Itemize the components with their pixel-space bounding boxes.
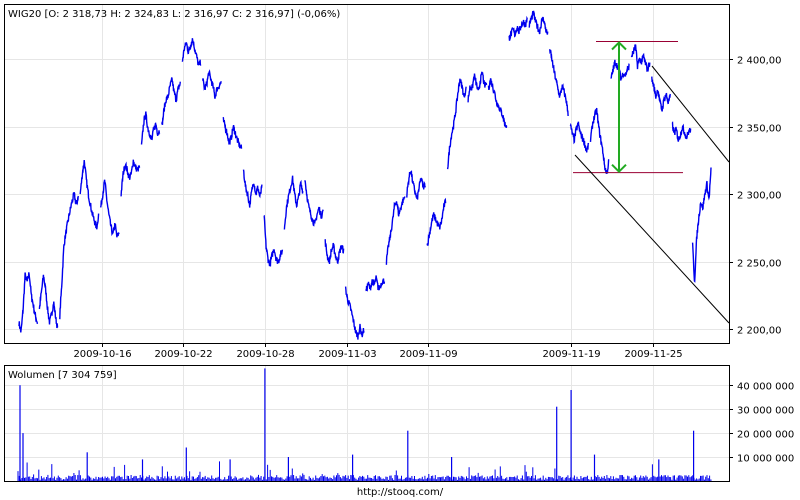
- price-session-line: [528, 10, 549, 35]
- price-session-line: [406, 170, 426, 200]
- price-session-line: [651, 76, 671, 112]
- price-series: [18, 10, 712, 340]
- volume-axis: 10 000 000 20 000 000 30 000 000 40 000 000: [729, 382, 794, 465]
- price-session-line: [671, 121, 692, 142]
- price-session-line: [18, 272, 39, 333]
- price-annotations: [573, 41, 730, 324]
- price-session-line: [324, 239, 345, 265]
- price-session-line: [508, 15, 528, 41]
- price-session-line: [79, 160, 100, 230]
- date-tick-label: 2009-10-28: [236, 349, 294, 360]
- price-tick-label: 2 400,00: [737, 56, 782, 67]
- upper-trend-line: [651, 65, 730, 163]
- price-session-line: [467, 71, 488, 103]
- price-gridlines: [5, 5, 729, 343]
- price-session-line: [487, 78, 508, 128]
- price-session-line: [222, 116, 243, 149]
- range-arrow-head-up: [611, 41, 627, 51]
- volume-panel: [4, 365, 730, 482]
- date-tick-label: 2009-11-09: [399, 349, 457, 360]
- price-session-line: [569, 121, 590, 153]
- price-session-line: [120, 159, 141, 197]
- volume-series: [17, 368, 712, 481]
- date-tick-label: 2009-10-22: [154, 349, 212, 360]
- price-tick-label: 2 200,00: [737, 326, 782, 337]
- price-tick-label: 2 300,00: [737, 191, 782, 202]
- price-session-line: [426, 197, 447, 246]
- price-tick-label: 2 350,00: [737, 124, 782, 135]
- volume-tick-label: 30 000 000: [737, 406, 794, 417]
- price-session-line: [630, 44, 651, 72]
- price-session-line: [446, 78, 467, 170]
- price-legend: WIG20 [O: 2 318,73 H: 2 324,83 L: 2 316,…: [8, 9, 340, 20]
- price-session-line: [140, 111, 161, 145]
- date-tick-label: 2009-10-16: [73, 349, 131, 360]
- volume-tick-label: 40 000 000: [737, 382, 794, 393]
- date-tick-label: 2009-11-03: [318, 349, 376, 360]
- price-date-axis: 2009-10-16 2009-10-22 2009-10-28 2009-11-03…: [73, 343, 683, 360]
- price-panel: [4, 4, 730, 344]
- footer-url: http://stooq.com/: [357, 487, 444, 498]
- price-session-line: [549, 49, 569, 117]
- range-arrow-head-down: [611, 163, 627, 174]
- price-session-line: [181, 38, 202, 66]
- price-session-line: [610, 59, 630, 81]
- lower-trend-line: [574, 154, 730, 324]
- price-session-line: [263, 214, 284, 267]
- price-session-line: [242, 169, 263, 208]
- date-tick-label: 2009-11-19: [542, 349, 600, 360]
- volume-legend: Wolumen [7 304 759]: [8, 370, 117, 381]
- price-tick-label: 2 250,00: [737, 259, 782, 270]
- volume-tick-label: 20 000 000: [737, 430, 794, 441]
- price-session-line: [38, 274, 59, 329]
- price-axis: 2 200,00 2 250,00 2 300,00 2 350,00 2 400,00: [729, 56, 782, 337]
- price-session-line: [59, 192, 79, 320]
- price-session-line: [365, 275, 386, 292]
- volume-tick-label: 10 000 000: [737, 454, 794, 465]
- price-session-line: [202, 69, 222, 99]
- price-session-line: [99, 179, 120, 238]
- price-session-line: [304, 180, 324, 227]
- price-session-line: [161, 77, 181, 125]
- date-tick-label: 2009-11-25: [624, 349, 682, 360]
- price-session-line: [385, 196, 406, 265]
- price-session-line: [344, 286, 365, 340]
- price-session-line: [691, 167, 712, 283]
- price-session-line: [283, 175, 304, 230]
- price-session-line: [589, 107, 610, 175]
